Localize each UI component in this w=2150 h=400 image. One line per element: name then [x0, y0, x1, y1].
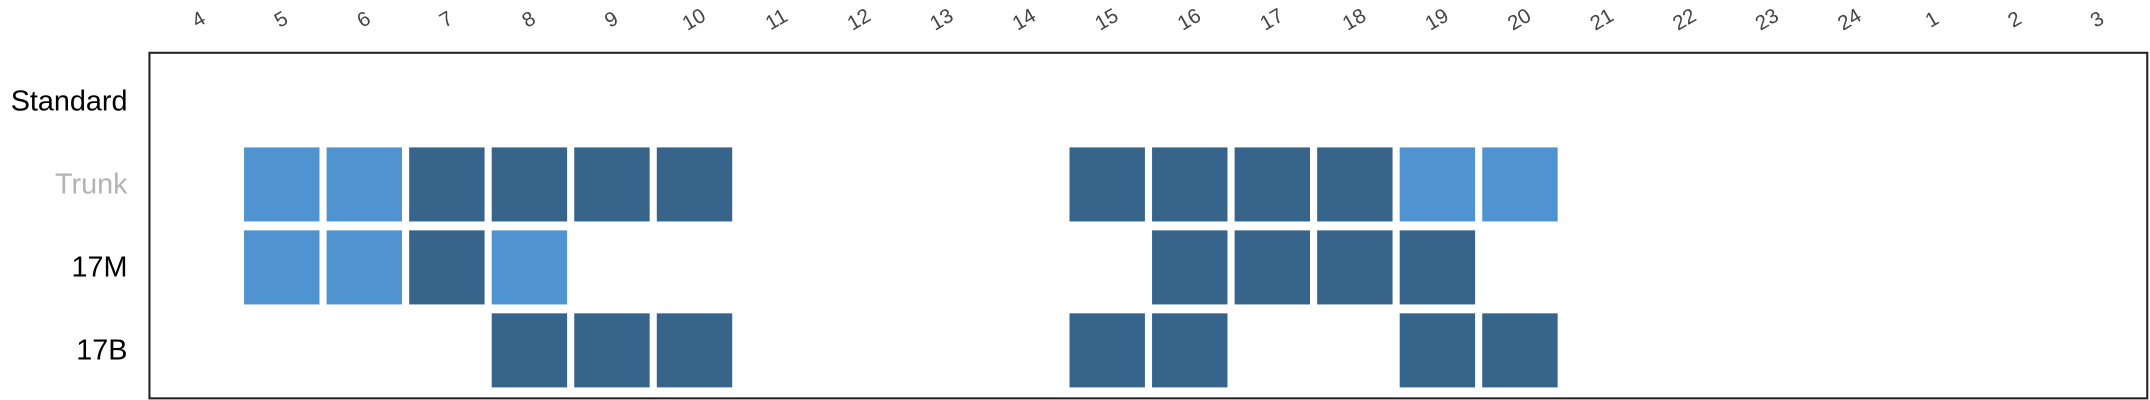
row-label: Trunk	[55, 168, 128, 200]
cell	[491, 313, 568, 388]
cell	[1399, 313, 1476, 388]
x-tick-label: 22	[1669, 4, 1700, 35]
cell	[244, 230, 320, 305]
row-label: 17M	[72, 251, 128, 283]
x-tick-label: 11	[762, 4, 792, 35]
cell	[491, 230, 568, 305]
x-tick-label: 8	[518, 7, 539, 33]
cell	[491, 147, 568, 222]
x-tick-label: 23	[1751, 4, 1782, 35]
x-tick-label: 18	[1339, 4, 1370, 35]
cell	[1152, 230, 1228, 305]
x-tick-label: 9	[601, 7, 622, 33]
x-tick-label: 19	[1421, 4, 1452, 35]
cell	[574, 313, 650, 388]
cell	[1234, 230, 1311, 305]
x-tick-label: 17	[1256, 4, 1287, 35]
x-tick-label: 2	[2004, 7, 2025, 33]
x-tick-label: 15	[1091, 4, 1122, 35]
cell	[1317, 230, 1393, 305]
cell	[1152, 147, 1228, 222]
x-tick-label: 13	[926, 4, 957, 35]
x-tick-label: 21	[1586, 4, 1617, 35]
cell	[1482, 147, 1558, 222]
cell	[1069, 313, 1145, 388]
x-tick-label: 6	[353, 7, 374, 33]
cell	[409, 147, 485, 222]
x-tick-label: 3	[2087, 7, 2108, 33]
cell	[1482, 313, 1558, 388]
cell	[1069, 147, 1145, 222]
cell	[326, 147, 403, 222]
x-tick-label: 10	[678, 4, 709, 35]
plot-frame	[148, 51, 2149, 400]
x-tick-label: 1	[1921, 7, 1942, 33]
x-tick-label: 24	[1834, 4, 1865, 35]
row-label: Standard	[11, 85, 128, 117]
x-tick-label: 4	[188, 7, 209, 33]
cell	[1399, 147, 1476, 222]
row-label: 17B	[76, 334, 127, 366]
cell	[326, 230, 403, 305]
x-tick-label: 7	[436, 7, 457, 33]
cell	[1317, 147, 1393, 222]
cell	[574, 147, 650, 222]
cell	[1152, 313, 1228, 388]
cell	[409, 230, 485, 305]
x-tick-label: 14	[1008, 4, 1039, 35]
x-tick-label: 5	[271, 7, 292, 33]
cell	[244, 147, 320, 222]
cell	[656, 147, 733, 222]
cell	[1234, 147, 1311, 222]
x-tick-label: 16	[1174, 4, 1205, 35]
x-tick-label: 12	[843, 4, 874, 35]
cell	[656, 313, 733, 388]
x-tick-label: 20	[1504, 4, 1535, 35]
cell	[1399, 230, 1476, 305]
